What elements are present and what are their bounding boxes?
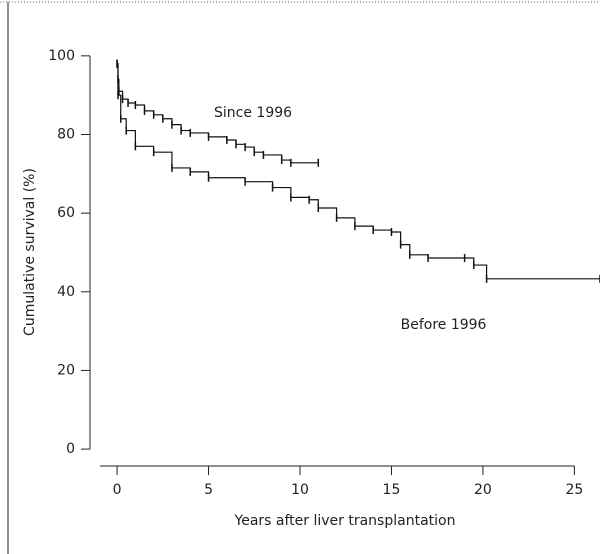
y-tick-label: 40 (57, 284, 75, 300)
x-tick-label: 20 (474, 482, 492, 498)
y-tick-label: 20 (57, 362, 75, 378)
y-tick-label: 0 (66, 441, 75, 457)
annotation: Since 1996 (214, 105, 292, 121)
y-tick-label: 80 (57, 126, 75, 142)
x-tick-label: 15 (383, 482, 401, 498)
y-axis-label: Cumulative survival (%) (22, 168, 38, 336)
y-tick-label: 100 (48, 48, 75, 64)
x-tick-label: 5 (204, 482, 213, 498)
x-tick-label: 25 (565, 482, 583, 498)
x-axis-label: Years after liver transplantation (234, 513, 456, 529)
x-tick-label: 0 (113, 482, 122, 498)
annotation: Before 1996 (401, 317, 487, 333)
y-tick-label: 60 (57, 205, 75, 221)
x-tick-label: 10 (291, 482, 309, 498)
